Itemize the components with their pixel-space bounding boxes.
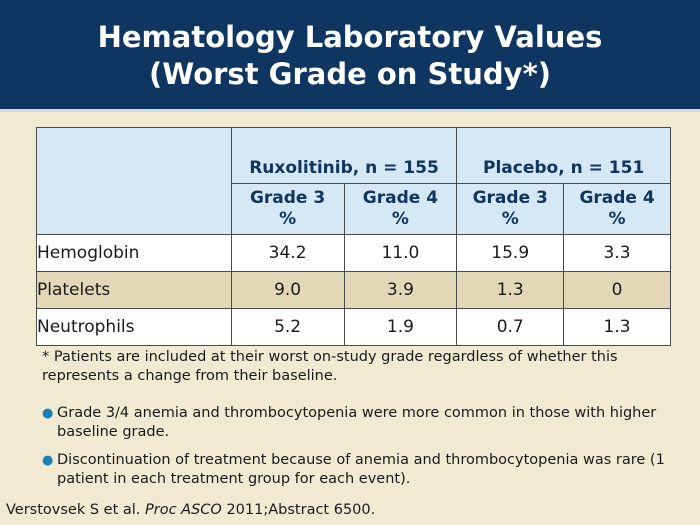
column-header: Grade 4% (343, 183, 458, 235)
table-row-hemoglobin: Hemoglobin 34.2 11.0 15.9 3.3 (36, 234, 671, 272)
row-label: Neutrophils (36, 308, 232, 346)
title-divider (0, 109, 700, 112)
table-cell: 34.2 (230, 234, 345, 272)
column-header-unit: % (279, 209, 297, 229)
table-cell: 9.0 (230, 271, 345, 309)
table-subheader-row: Grade 3% Grade 4% Grade 3% Grade 4% (37, 183, 671, 235)
title-banner: Hematology Laboratory Values (Worst Grad… (0, 0, 700, 109)
bullet-item: ● Grade 3/4 anemia and thrombocytopenia … (42, 404, 682, 442)
row-label: Hemoglobin (36, 234, 232, 272)
column-header-grade: Grade 3 (249, 188, 326, 208)
citation-authors: Verstovsek S et al. (6, 502, 146, 518)
table-cell: 0 (563, 271, 671, 309)
bullet-text: Discontinuation of treatment because of … (57, 452, 665, 487)
bullet-dot-icon: ● (42, 453, 54, 468)
slide-title-line2: (Worst Grade on Study*) (149, 56, 551, 91)
bullet-list: ● Grade 3/4 anemia and thrombocytopenia … (42, 404, 682, 498)
citation: Verstovsek S et al. Proc ASCO 2011;Abstr… (6, 501, 375, 520)
table-group-header-row: Ruxolitinib, n = 155 Placebo, n = 151 (36, 127, 671, 235)
citation-journal: Proc ASCO (145, 502, 222, 518)
table-footnote: * Patients are included at their worst o… (42, 349, 618, 384)
table-cell: 11.0 (343, 234, 458, 272)
table-cell: 15.9 (456, 234, 565, 272)
bullet-dot-icon: ● (42, 406, 54, 421)
group-header-placebo: Placebo, n = 151 (456, 127, 671, 184)
bullet-item: ● Discontinuation of treatment because o… (42, 451, 682, 489)
column-header-grade: Grade 3 (472, 188, 548, 208)
table-cell: 3.3 (563, 234, 671, 272)
row-label: Platelets (36, 271, 232, 309)
table-cell: 5.2 (230, 308, 345, 346)
bullet-text: Grade 3/4 anemia and thrombocytopenia we… (57, 405, 657, 440)
citation-details: 2011;Abstract 6500. (221, 502, 376, 518)
column-header-grade: Grade 4 (362, 188, 439, 208)
slide-title: Hematology Laboratory Values (Worst Grad… (98, 19, 603, 93)
table-cell: 1.9 (343, 308, 458, 346)
table-cell: 1.3 (563, 308, 671, 346)
column-header-unit: % (501, 209, 519, 229)
table-cell: 1.3 (456, 271, 565, 309)
column-header: Grade 3% (456, 183, 565, 235)
column-header-unit: % (391, 209, 409, 229)
column-header: Grade 3% (230, 183, 345, 235)
column-header: Grade 4% (563, 183, 671, 235)
table-row-platelets: Platelets 9.0 3.9 1.3 0 (36, 271, 671, 309)
group-header-ruxolitinib: Ruxolitinib, n = 155 (230, 127, 458, 184)
table-corner-cell (36, 127, 232, 235)
hematology-table: Ruxolitinib, n = 155 Placebo, n = 151 Gr… (36, 127, 671, 346)
table-row-neutrophils: Neutrophils 5.2 1.9 0.7 1.3 (36, 308, 671, 346)
column-header-grade: Grade 4 (579, 188, 655, 208)
column-header-unit: % (608, 209, 626, 229)
slide-title-line1: Hematology Laboratory Values (97, 19, 603, 54)
table-cell: 0.7 (456, 308, 565, 346)
table-cell: 3.9 (343, 271, 458, 309)
